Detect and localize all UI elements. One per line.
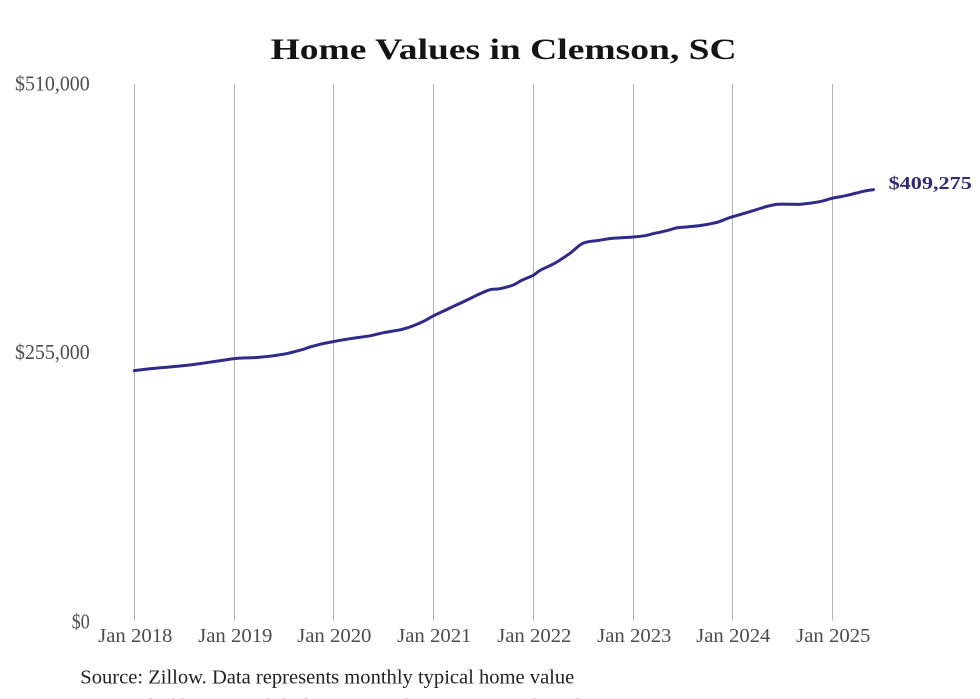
- svg-text:$510,000: $510,000: [15, 71, 90, 95]
- svg-text:$0: $0: [72, 610, 90, 634]
- svg-text:Jan 2020: Jan 2020: [297, 625, 371, 647]
- svg-text:Home Values in Clemson, SC: Home Values in Clemson, SC: [271, 33, 737, 66]
- svg-text:$409,275: $409,275: [889, 173, 972, 193]
- svg-text:$255,000: $255,000: [15, 340, 90, 364]
- svg-text:Jan 2024: Jan 2024: [696, 625, 770, 647]
- svg-text:You may also like: Cities with: You may also like: Cities with the faste…: [80, 695, 600, 699]
- svg-text:Jan 2018: Jan 2018: [98, 625, 172, 647]
- svg-text:Jan 2022: Jan 2022: [497, 625, 571, 647]
- svg-text:Jan 2025: Jan 2025: [796, 625, 870, 647]
- svg-text:Jan 2023: Jan 2023: [597, 625, 671, 647]
- svg-text:Source: Zillow. Data represent: Source: Zillow. Data represents monthly …: [80, 667, 574, 689]
- svg-text:Jan 2021: Jan 2021: [397, 625, 471, 647]
- svg-text:Jan 2019: Jan 2019: [198, 625, 272, 647]
